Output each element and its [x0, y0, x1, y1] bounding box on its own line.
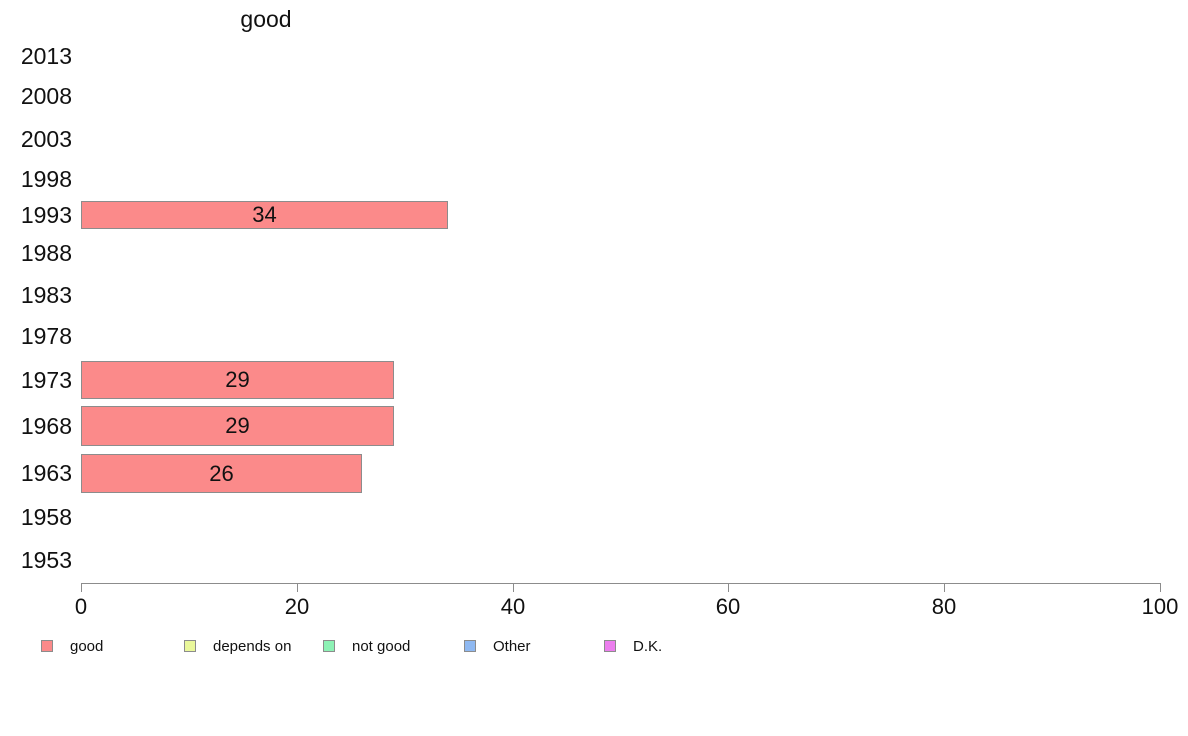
legend-label: not good	[352, 637, 411, 655]
x-tick-label-0: 0	[74, 594, 88, 619]
y-axis-label-1973: 1973	[20, 367, 72, 393]
bar-1993-good: 34	[81, 201, 448, 229]
bar-1973-good: 29	[81, 361, 394, 399]
legend-label: good	[70, 637, 104, 655]
y-axis-label-1963: 1963	[20, 460, 72, 486]
legend-swatch-icon	[41, 640, 53, 652]
legend-item-good: good	[41, 637, 104, 655]
x-tick-label-20: 20	[284, 594, 310, 619]
bar-value-label: 29	[225, 367, 250, 392]
y-axis-label-1983: 1983	[20, 282, 72, 308]
x-tick-label-80: 80	[931, 594, 957, 619]
y-axis-label-1993: 1993	[20, 202, 72, 228]
bar-1968-good: 29	[81, 406, 394, 446]
legend-label: depends on	[213, 637, 292, 655]
y-axis-label-2013: 2013	[20, 43, 72, 69]
x-tick-mark-0	[81, 583, 82, 592]
y-axis-label-1953: 1953	[20, 547, 72, 573]
legend-label: D.K.	[633, 637, 663, 655]
y-axis-label-2008: 2008	[20, 83, 72, 109]
x-tick-label-100: 100	[1141, 594, 1179, 619]
x-tick-mark-60	[728, 583, 729, 592]
x-tick-label-40: 40	[500, 594, 526, 619]
legend-swatch-icon	[604, 640, 616, 652]
legend-item-depends-on: depends on	[184, 637, 292, 655]
legend-label: Other	[493, 637, 531, 655]
legend-swatch-icon	[184, 640, 196, 652]
legend-swatch-icon	[464, 640, 476, 652]
x-tick-mark-40	[513, 583, 514, 592]
y-axis-label-1958: 1958	[20, 504, 72, 530]
legend-item-d-k-: D.K.	[604, 637, 663, 655]
x-tick-mark-20	[297, 583, 298, 592]
bar-value-label: 29	[225, 413, 250, 438]
x-tick-label-60: 60	[715, 594, 741, 619]
x-tick-mark-100	[1160, 583, 1161, 592]
chart-title: good	[240, 6, 292, 32]
y-axis-label-1978: 1978	[20, 323, 72, 349]
legend-item-other: Other	[464, 637, 531, 655]
legend-swatch-icon	[323, 640, 335, 652]
y-axis-label-1988: 1988	[20, 240, 72, 266]
y-axis-label-1968: 1968	[20, 413, 72, 439]
bar-1963-good: 26	[81, 454, 362, 493]
y-axis-label-1998: 1998	[20, 166, 72, 192]
bar-value-label: 26	[209, 460, 234, 486]
legend-item-not-good: not good	[323, 637, 411, 655]
x-axis-line	[81, 583, 1160, 584]
bar-value-label: 34	[252, 202, 277, 227]
y-axis-label-2003: 2003	[20, 126, 72, 152]
x-tick-mark-80	[944, 583, 945, 592]
